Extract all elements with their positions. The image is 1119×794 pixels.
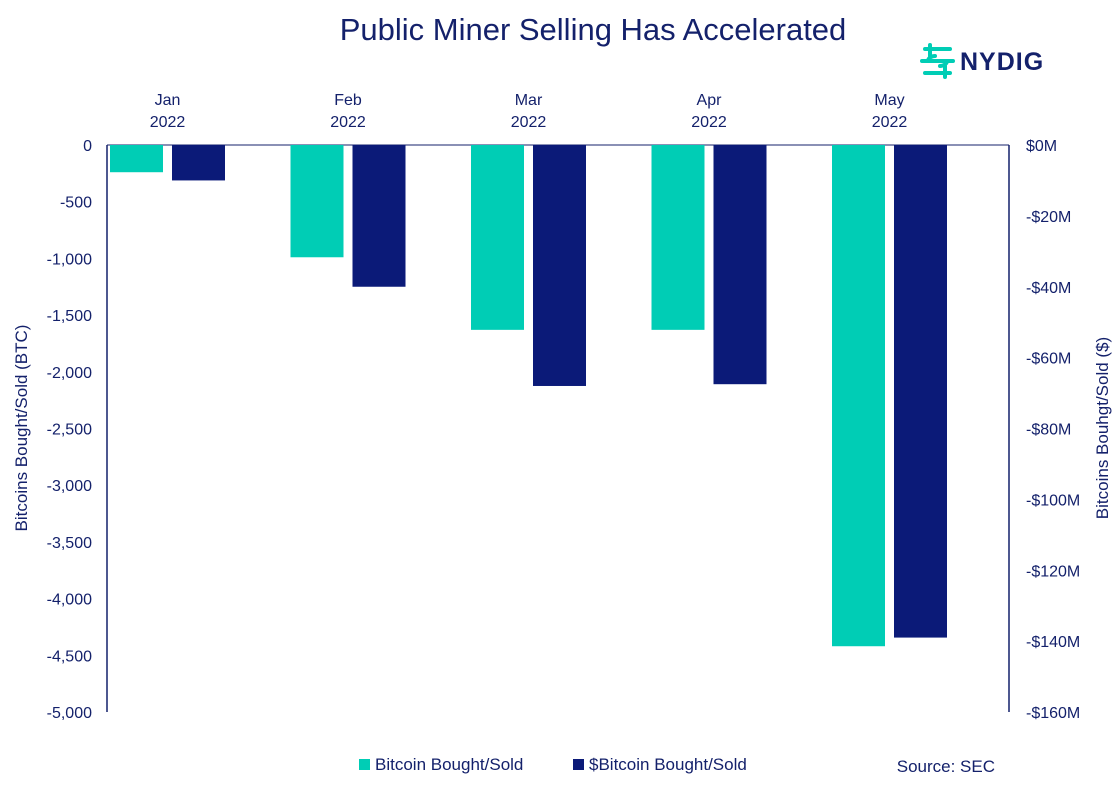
right-tick-label: -$140M: [1026, 634, 1080, 651]
right-tick-label: $0M: [1026, 138, 1057, 155]
legend-label: Bitcoin Bought/Sold: [375, 755, 523, 774]
left-tick-label: -1,000: [47, 251, 92, 268]
left-tick-label: 0: [83, 138, 92, 155]
right-axis-ticks: $0M -$20M -$40M -$60M -$80M -$100M -$120M -$140…: [1026, 138, 1080, 722]
nydig-logo-text: NYDIG: [960, 48, 1044, 76]
usd-bar-jan: [172, 145, 225, 181]
category-month-label: Feb: [334, 92, 362, 109]
category-month-label: Apr: [697, 92, 723, 109]
right-tick-label: -$100M: [1026, 492, 1080, 509]
btc-bar-apr: [651, 145, 705, 330]
left-tick-label: -500: [60, 195, 92, 212]
usd-bar-may: [894, 145, 947, 638]
right-tick-label: -$20M: [1026, 209, 1071, 226]
btc-bar-may: [832, 145, 885, 647]
right-tick-label: -$40M: [1026, 280, 1071, 297]
left-tick-label: -4,500: [47, 648, 92, 665]
left-tick-label: -5,000: [47, 705, 92, 722]
left-tick-label: -3,000: [47, 478, 92, 495]
left-tick-label: -1,500: [47, 308, 92, 325]
category-year-label: 2022: [691, 114, 727, 131]
usd-bar-feb: [352, 145, 406, 287]
category-month-label: May: [874, 92, 904, 109]
category-month-label: Mar: [515, 92, 543, 109]
legend: Bitcoin Bought/Sold $Bitcoin Bought/Sold: [359, 755, 747, 774]
legend-swatch: [573, 759, 584, 770]
category-year-label: 2022: [872, 114, 908, 131]
right-tick-label: -$80M: [1026, 422, 1071, 439]
category-year-label: 2022: [150, 114, 186, 131]
right-axis-title: Bitcoins Bouhgt/Sold ($): [1093, 337, 1112, 519]
left-tick-label: -2,500: [47, 422, 92, 439]
nydig-logo: NYDIG: [920, 43, 1044, 79]
category-year-label: 2022: [330, 114, 366, 131]
source-label: Source: SEC: [897, 757, 995, 776]
left-tick-label: -2,000: [47, 365, 92, 382]
chart-title: Public Miner Selling Has Accelerated: [340, 12, 847, 47]
left-tick-label: -3,500: [47, 535, 92, 552]
legend-label: $Bitcoin Bought/Sold: [589, 755, 747, 774]
right-tick-label: -$120M: [1026, 563, 1080, 580]
btc-bar-jan: [110, 145, 163, 173]
btc-bar-mar: [471, 145, 524, 330]
left-tick-label: -4,000: [47, 592, 92, 609]
right-tick-label: -$60M: [1026, 351, 1071, 368]
usd-bar-apr: [713, 145, 767, 385]
category-year-label: 2022: [511, 114, 547, 131]
category-month-label: Jan: [155, 92, 181, 109]
legend-swatch: [359, 759, 370, 770]
bars: [110, 145, 947, 647]
usd-bar-mar: [533, 145, 586, 386]
left-axis-ticks: 0 -500 -1,000 -1,500 -2,000 -2,500 -3,000 -3,50…: [47, 138, 92, 722]
category-labels: Jan 2022 Feb 2022 Mar 2022 Apr 2022 May 2022: [150, 92, 908, 131]
left-axis-title: Bitcoins Bought/Sold (BTC): [12, 325, 31, 532]
right-tick-label: -$160M: [1026, 705, 1080, 722]
nydig-logo-icon: [920, 43, 955, 79]
btc-bar-feb: [290, 145, 344, 258]
